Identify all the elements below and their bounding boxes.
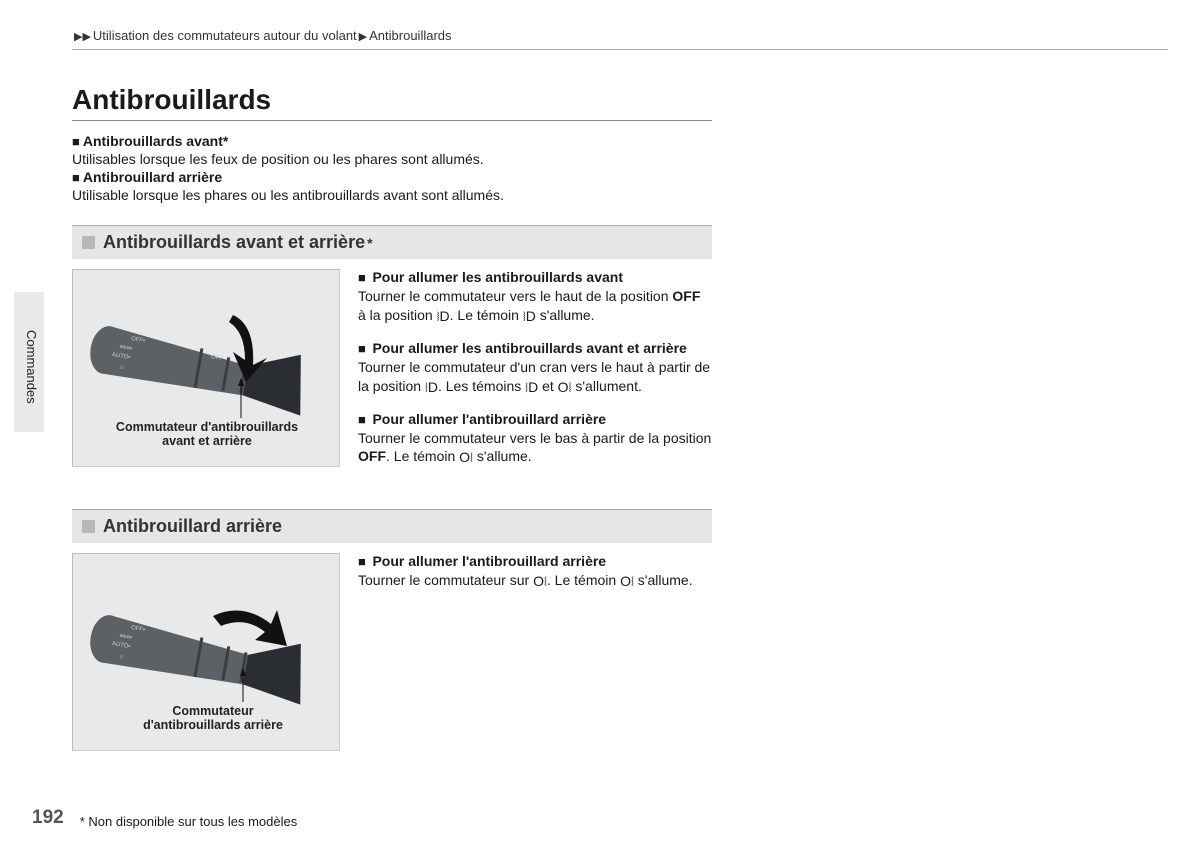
intro-front-sup: * (223, 133, 228, 149)
section-heading-1: Antibrouillards avant et arrière * (72, 225, 712, 259)
fog-front-icon: ⧘D (525, 378, 538, 397)
section-bullet-icon (82, 520, 95, 533)
s1b3-t1: Tourner le commutateur vers le bas à par… (358, 430, 711, 446)
s1b1-t4: s'allume. (536, 307, 595, 323)
s1b3-t3: s'allume. (473, 448, 532, 464)
section1-block-2: ■ Pour allumer les antibrouillards avant… (358, 340, 712, 397)
svg-text:☼: ☼ (118, 654, 124, 661)
section1-block-1: ■ Pour allumer les antibrouillards avant… (358, 269, 712, 326)
breadcrumb-part-1: Utilisation des commutateurs autour du v… (93, 28, 357, 43)
s2b1-t1: Tourner le commutateur sur (358, 572, 533, 588)
breadcrumb-sep: ▶ (359, 31, 367, 43)
fog-rear-icon: O⧙ (558, 378, 572, 397)
breadcrumb-part-2: Antibrouillards (369, 28, 451, 43)
section1-text: Antibrouillards avant et arrière (103, 232, 365, 253)
fog-rear-icon: O⧙ (620, 572, 634, 591)
s1b3-off: OFF (358, 448, 386, 464)
s1b2-and: et (538, 378, 557, 394)
square-bullet-icon: ■ (358, 270, 369, 285)
page-content: ▶▶Utilisation des commutateurs autour du… (72, 0, 1168, 779)
s1b1-t1: Tourner le commutateur vers le haut de l… (358, 288, 672, 304)
square-bullet-icon: ■ (358, 554, 369, 569)
page-footer: 192 * Non disponible sur tous les modèle… (32, 807, 297, 829)
section1-instructions: ■ Pour allumer les antibrouillards avant… (358, 269, 712, 481)
side-section-label: Commandes (24, 330, 39, 404)
square-bullet-icon: ■ (358, 412, 369, 427)
intro-front-label: Antibrouillards avant (83, 133, 223, 149)
s1b2-t3: s'allument. (571, 378, 641, 394)
section2-image: OFF• ≡≡≡• AUTO• ☼ Commutateur d'antibrou… (72, 553, 340, 751)
section1-caption-l1: Commutateur d'antibrouillards (107, 420, 307, 434)
s2b1-head: Pour allumer l'antibrouillard arrière (372, 553, 606, 569)
s1b1-t2: à la position (358, 307, 437, 323)
fog-rear-icon: O⧙ (533, 572, 547, 591)
section2-caption: Commutateur d'antibrouillards arrière (113, 704, 313, 732)
s2b1-t3: s'allume. (634, 572, 693, 588)
s1b2-head: Pour allumer les antibrouillards avant e… (372, 340, 686, 356)
s1b1-t3: . Le témoin (450, 307, 523, 323)
intro-rear-text: Utilisable lorsque les phares ou les ant… (72, 187, 712, 203)
s1b2-t2: . Les témoins (438, 378, 525, 394)
fog-front-icon: ⧘D (425, 378, 438, 397)
intro-rear-label: Antibrouillard arrière (83, 169, 222, 185)
breadcrumb: ▶▶Utilisation des commutateurs autour du… (72, 28, 1168, 50)
fog-front-icon: ⧘D (523, 307, 536, 326)
square-bullet-icon: ■ (72, 170, 80, 185)
section2-caption-l2: d'antibrouillards arrière (113, 718, 313, 732)
page-title: Antibrouillards (72, 84, 712, 121)
section2-instructions: ■ Pour allumer l'antibrouillard arrière … (358, 553, 712, 605)
section2-text: Antibrouillard arrière (103, 516, 282, 537)
section1-caption: Commutateur d'antibrouillards avant et a… (107, 420, 307, 448)
intro-front-text: Utilisables lorsque les feux de position… (72, 151, 712, 167)
footnote-star: * (80, 814, 85, 829)
section2-block-1: ■ Pour allumer l'antibrouillard arrière … (358, 553, 712, 591)
section1-row: OFF• ≡≡≡• AUTO• ☼ OFF Commutateur d'anti… (72, 269, 712, 481)
s1b1-off: OFF (672, 288, 700, 304)
intro-block: ■Antibrouillards avant* Utilisables lors… (72, 133, 712, 203)
s1b3-head: Pour allumer l'antibrouillard arrière (372, 411, 606, 427)
fog-front-icon: ⧘D (437, 307, 450, 326)
page-number: 192 (32, 807, 64, 829)
fog-rear-icon: O⧙ (459, 448, 473, 467)
square-bullet-icon: ■ (358, 341, 369, 356)
footnote-text: Non disponible sur tous les modèles (88, 814, 297, 829)
s1b3-t2: . Le témoin (386, 448, 459, 464)
section2-caption-l1: Commutateur (113, 704, 313, 718)
section-bullet-icon (82, 236, 95, 249)
section1-image: OFF• ≡≡≡• AUTO• ☼ OFF Commutateur d'anti… (72, 269, 340, 467)
section1-caption-l2: avant et arrière (107, 434, 307, 448)
section1-sup: * (367, 235, 372, 251)
s1b1-head: Pour allumer les antibrouillards avant (372, 269, 623, 285)
section1-block-3: ■ Pour allumer l'antibrouillard arrière … (358, 411, 712, 468)
square-bullet-icon: ■ (72, 134, 80, 149)
section-heading-2: Antibrouillard arrière (72, 509, 712, 543)
breadcrumb-arrow: ▶▶ (74, 31, 91, 43)
section2-row: OFF• ≡≡≡• AUTO• ☼ Commutateur d'antibrou… (72, 553, 712, 751)
svg-text:☼: ☼ (118, 364, 124, 371)
s2b1-t2: . Le témoin (547, 572, 620, 588)
